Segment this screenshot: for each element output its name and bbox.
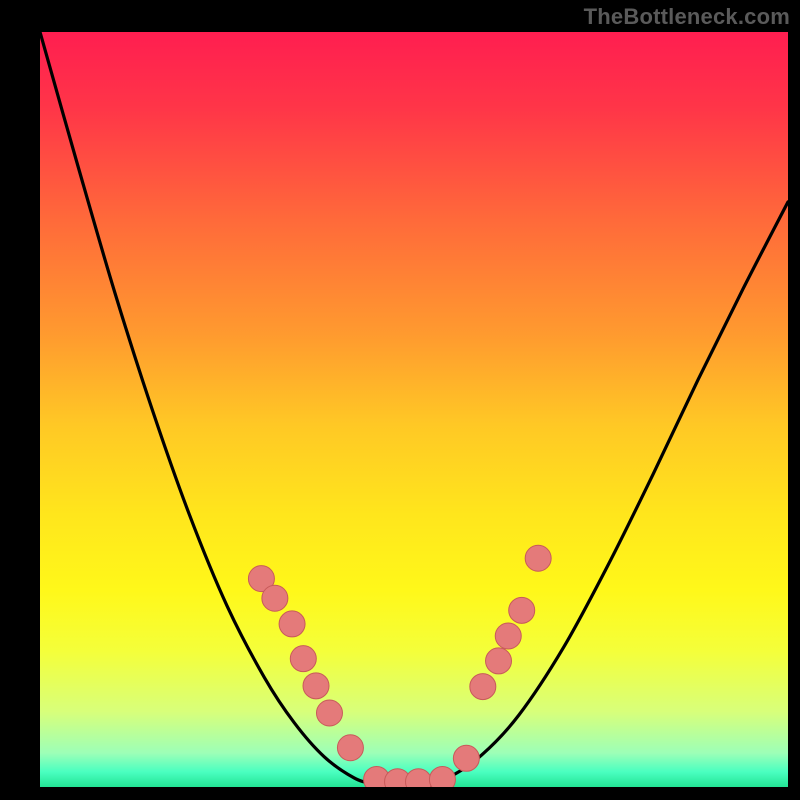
data-marker <box>279 611 305 637</box>
data-marker <box>495 623 521 649</box>
data-marker <box>453 745 479 771</box>
data-marker <box>316 700 342 726</box>
data-marker <box>525 545 551 571</box>
bottleneck-chart <box>40 32 788 787</box>
data-marker <box>337 735 363 761</box>
data-marker <box>470 674 496 700</box>
data-marker <box>303 673 329 699</box>
watermark-text: TheBottleneck.com <box>584 4 790 30</box>
data-marker <box>486 648 512 674</box>
data-marker <box>290 646 316 672</box>
data-marker <box>262 585 288 611</box>
data-marker <box>429 766 455 787</box>
data-marker <box>509 597 535 623</box>
